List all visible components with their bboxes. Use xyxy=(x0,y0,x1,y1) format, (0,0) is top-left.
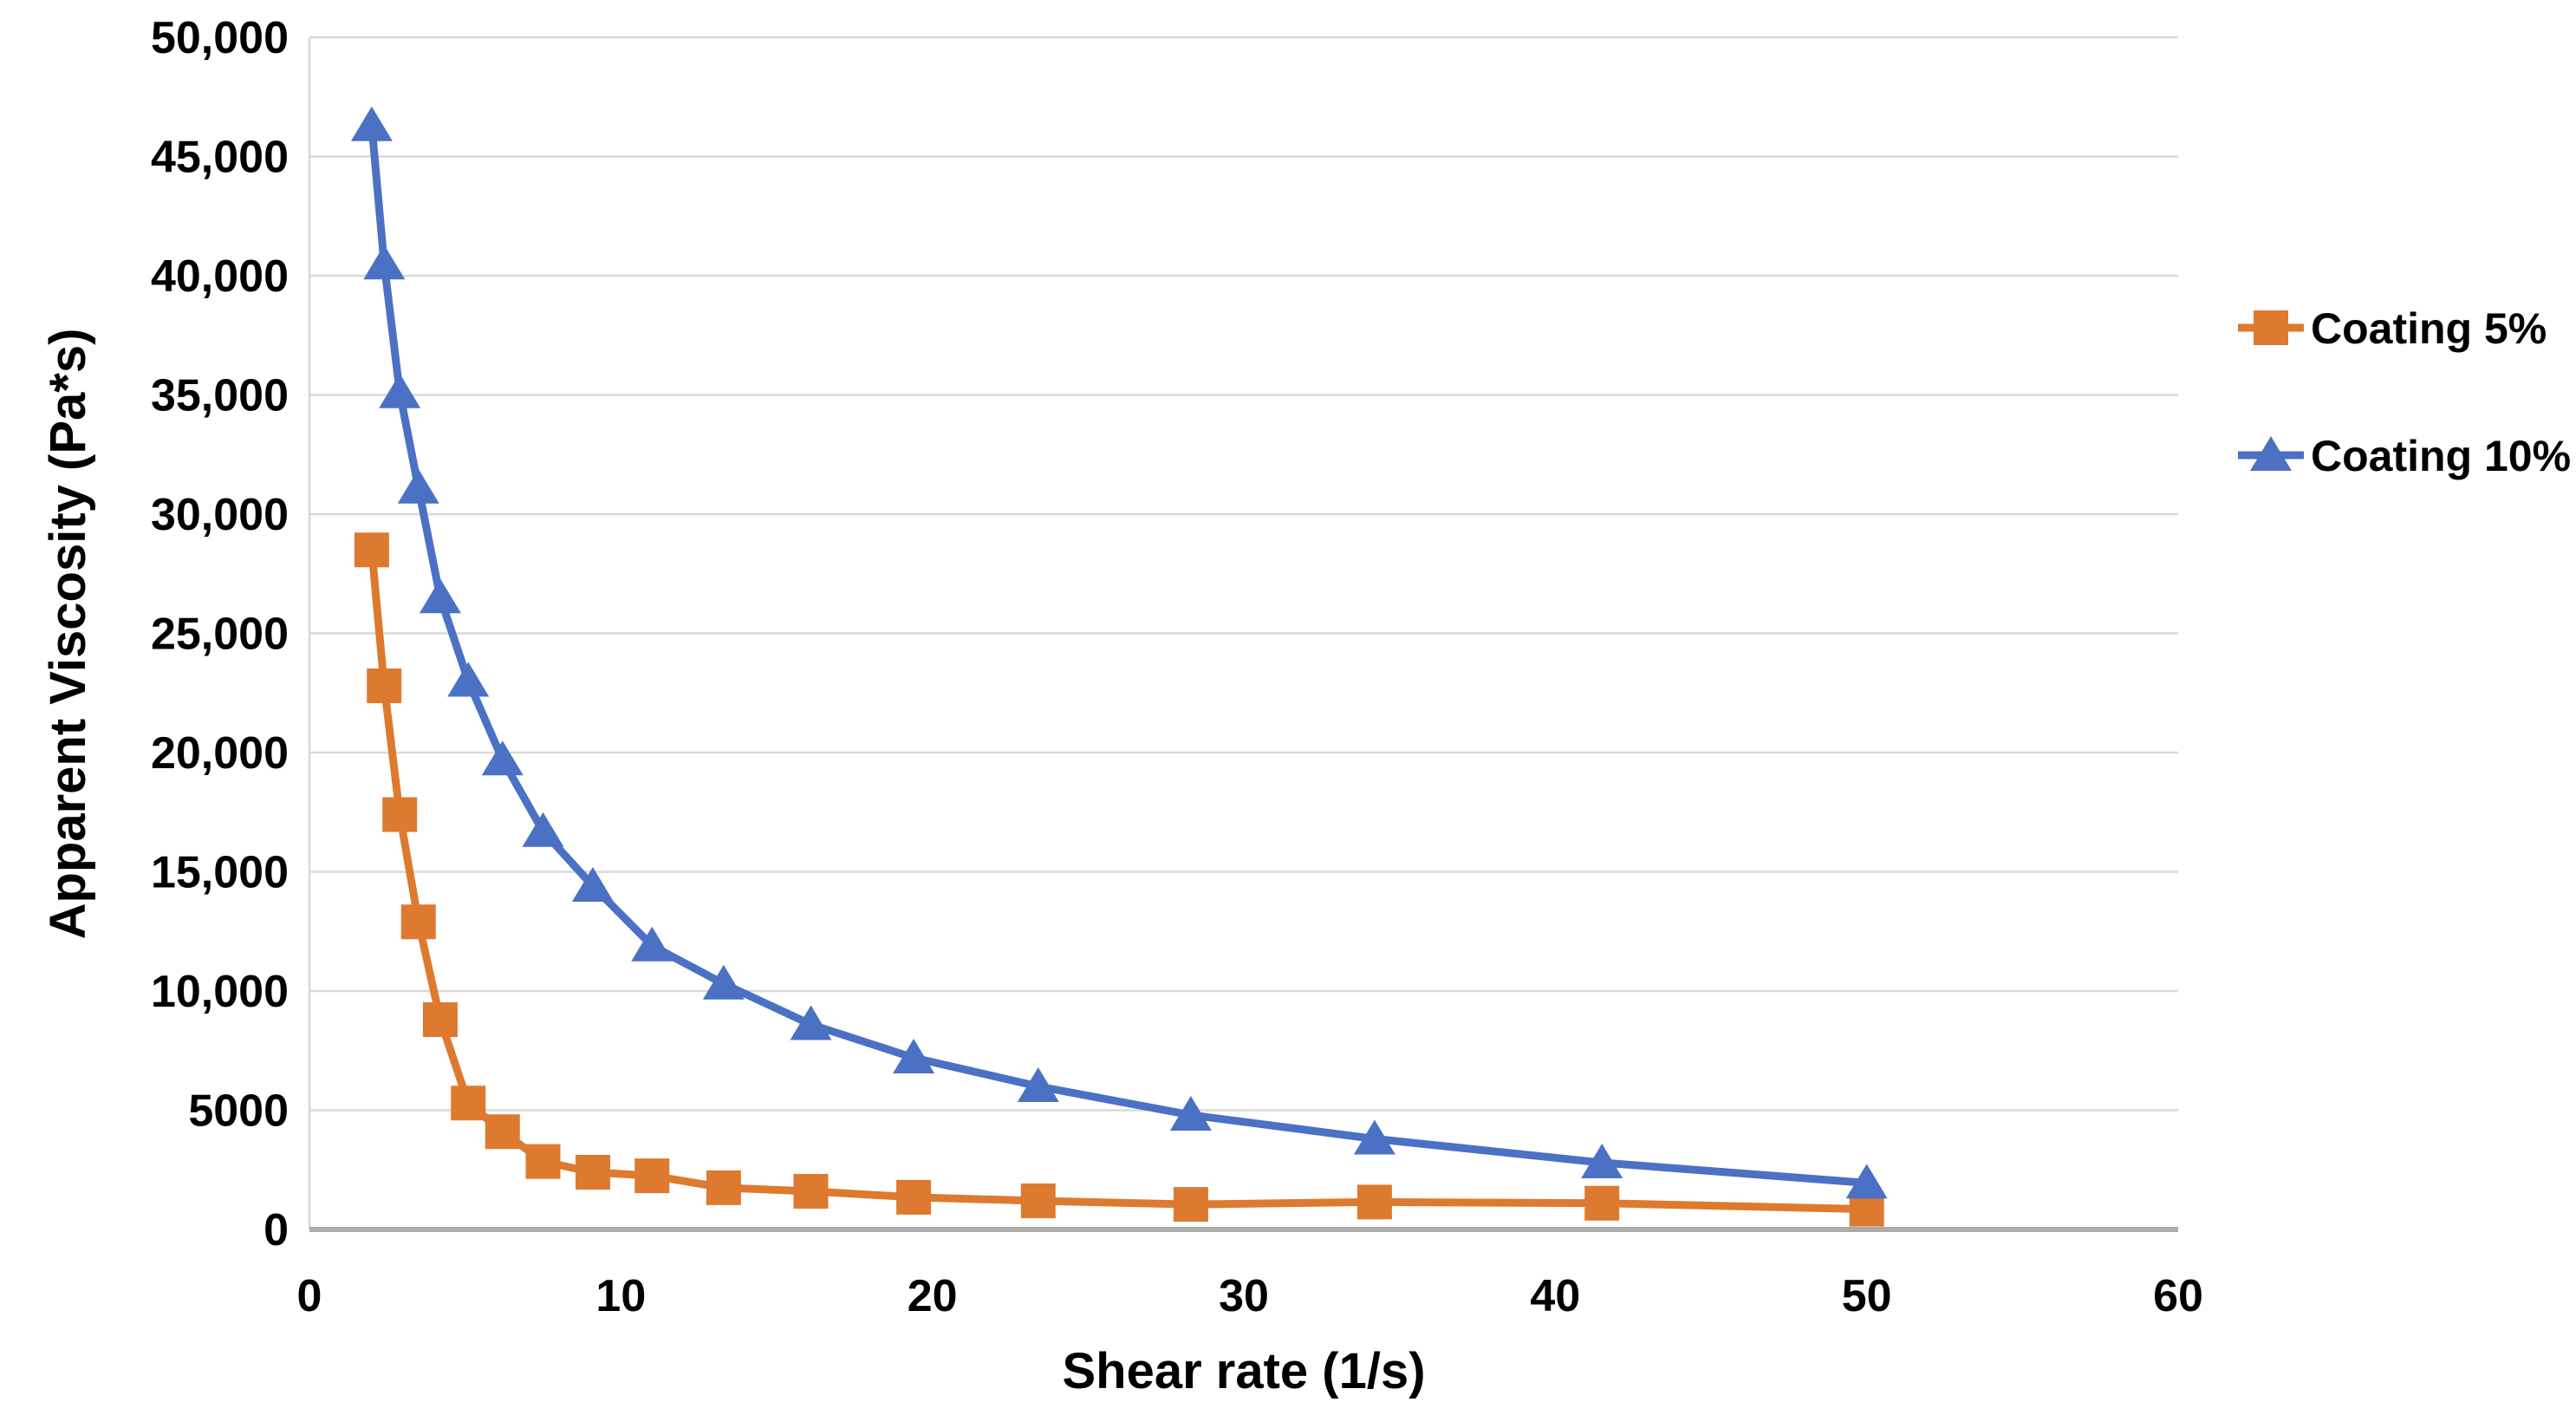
data-point-triangle-marker xyxy=(363,245,406,280)
x-tick-label: 60 xyxy=(2153,1271,2203,1321)
data-point-square-marker xyxy=(382,797,418,832)
y-tick-label: 35,000 xyxy=(151,371,289,421)
legend: Coating 5% Coating 10% xyxy=(2238,304,2571,480)
data-point-square-marker xyxy=(793,1174,829,1209)
legend-item-coating-5-: Coating 5% xyxy=(2238,304,2547,353)
y-tick-label: 15,000 xyxy=(151,848,289,898)
data-point-triangle-marker xyxy=(631,926,673,962)
data-point-square-marker xyxy=(1584,1185,1620,1221)
x-tick-label: 50 xyxy=(1842,1271,1892,1321)
x-tick-label: 30 xyxy=(1219,1271,1269,1321)
y-tick-label: 0 xyxy=(263,1205,289,1255)
data-point-triangle-marker xyxy=(397,468,439,504)
data-point-triangle-marker xyxy=(1353,1119,1395,1155)
data-point-triangle-marker xyxy=(790,1005,832,1040)
data-point-square-marker xyxy=(1173,1187,1208,1223)
data-point-square-marker xyxy=(1020,1184,1056,1218)
data-point-triangle-marker xyxy=(702,964,745,1000)
data-point-square-marker xyxy=(422,1002,458,1037)
legend-square-marker xyxy=(2254,310,2288,345)
data-point-triangle-marker xyxy=(379,373,421,408)
x-tick-label: 20 xyxy=(907,1271,958,1321)
data-point-square-marker xyxy=(575,1155,610,1190)
y-tick-label: 10,000 xyxy=(151,967,289,1017)
data-point-square-marker xyxy=(400,904,436,940)
data-point-square-marker xyxy=(706,1170,741,1205)
data-point-square-marker xyxy=(354,532,389,568)
data-point-triangle-marker xyxy=(481,740,524,776)
data-point-square-marker xyxy=(485,1114,520,1150)
data-point-triangle-marker xyxy=(1581,1144,1623,1178)
y-tick-label: 20,000 xyxy=(151,728,289,779)
data-point-triangle-marker xyxy=(419,578,461,614)
x-tick-label: 0 xyxy=(297,1271,322,1321)
data-point-triangle-marker xyxy=(1169,1096,1212,1131)
x-axis-tick-labels: 0 10 20 30 40 50 60 xyxy=(297,1271,2203,1321)
x-tick-label: 10 xyxy=(595,1271,646,1321)
y-tick-label: 25,000 xyxy=(151,610,289,660)
series-coating-10- xyxy=(350,106,1888,1199)
data-point-square-marker xyxy=(451,1086,486,1121)
y-tick-label: 45,000 xyxy=(151,133,289,183)
data-point-square-marker xyxy=(896,1179,932,1215)
data-point-triangle-marker xyxy=(350,106,393,141)
data-point-square-marker xyxy=(634,1158,670,1194)
y-tick-label: 50,000 xyxy=(151,13,289,63)
series-line xyxy=(368,549,1867,1214)
legend-item-coating-10-: Coating 10% xyxy=(2238,432,2571,480)
data-point-triangle-marker xyxy=(571,867,614,902)
data-point-triangle-marker xyxy=(1017,1067,1059,1102)
y-tick-label: 5000 xyxy=(188,1086,289,1137)
series-coating-5- xyxy=(354,532,1884,1227)
gridlines xyxy=(309,36,2178,1231)
data-point-triangle-marker xyxy=(447,662,490,697)
data-point-square-marker xyxy=(1356,1184,1392,1220)
legend-label: Coating 5% xyxy=(2311,304,2547,353)
x-axis-title: Shear rate (1/s) xyxy=(1062,1343,1425,1399)
y-tick-label: 30,000 xyxy=(151,490,289,540)
x-tick-label: 40 xyxy=(1530,1271,1580,1321)
y-axis-tick-labels: 0 5000 10,000 15,000 20,000 25,000 30,000 35,00… xyxy=(151,13,289,1255)
y-tick-label: 40,000 xyxy=(151,251,289,302)
axes xyxy=(308,37,2178,1232)
data-point-square-marker xyxy=(525,1144,561,1179)
data-point-triangle-marker xyxy=(1845,1164,1888,1199)
series-line xyxy=(368,125,1868,1187)
data-point-square-marker xyxy=(367,668,402,703)
legend-triangle-marker xyxy=(2250,436,2292,471)
data-point-triangle-marker xyxy=(893,1039,935,1073)
y-axis-title: Apparent Viscosity (Pa*s) xyxy=(40,329,96,940)
data-point-triangle-marker xyxy=(522,812,564,847)
legend-label: Coating 10% xyxy=(2311,432,2571,480)
data-series xyxy=(350,106,1888,1227)
